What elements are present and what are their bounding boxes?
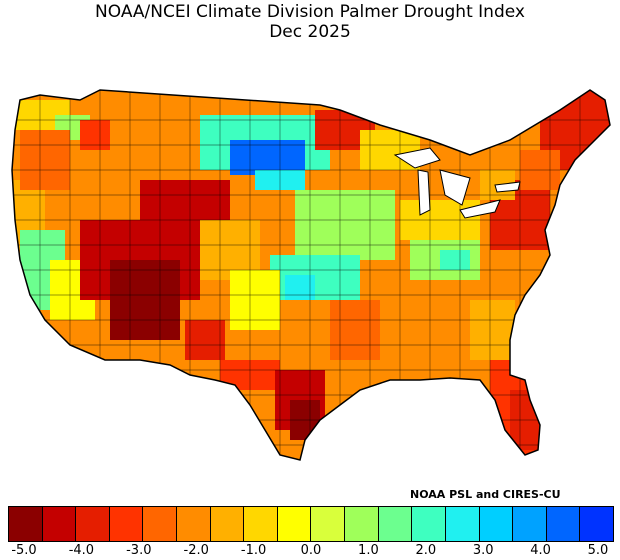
- colorbar-tick-label: -1.0: [240, 543, 267, 558]
- colorbar-swatch: [42, 507, 77, 541]
- colorbar-tick-label: 0.0: [300, 543, 322, 558]
- colorbar-swatch: [479, 507, 514, 541]
- us-climate-division-map: [11, 89, 611, 461]
- colorbar-swatch: [412, 507, 446, 541]
- colorbar-tick-label: 5.0: [587, 543, 609, 558]
- colorbar-swatch: [210, 507, 245, 541]
- colorbar-tick-label: 2.0: [415, 543, 437, 558]
- colorbar-swatch: [513, 507, 547, 541]
- colorbar-swatch: [546, 507, 581, 541]
- colorbar-tick-label: -3.0: [126, 543, 152, 558]
- colorbar-swatch: [177, 507, 211, 541]
- colorbar: [8, 506, 614, 542]
- colorbar-swatch: [378, 507, 413, 541]
- colorbar-tick-label: -2.0: [183, 543, 209, 558]
- colorbar-swatch: [76, 507, 110, 541]
- colorbar-swatch: [277, 507, 312, 541]
- colorbar-swatch: [345, 507, 379, 541]
- colorbar-swatch: [580, 507, 613, 541]
- colorbar-tick-label: 3.0: [472, 543, 494, 558]
- colorbar-tick-label: 4.0: [530, 543, 551, 558]
- colorbar-swatch: [311, 507, 346, 541]
- colorbar-swatch: [109, 507, 144, 541]
- map-title: NOAA/NCEI Climate Division Palmer Drough…: [95, 2, 525, 22]
- data-credit: NOAA PSL and CIRES-CU: [410, 488, 561, 501]
- colorbar-swatch: [445, 507, 480, 541]
- colorbar-tick-label: -4.0: [68, 543, 95, 558]
- colorbar-tick-label: 1.0: [358, 543, 379, 558]
- map-date: Dec 2025: [269, 22, 351, 42]
- colorbar-swatch: [143, 507, 178, 541]
- colorbar-swatch: [244, 507, 278, 541]
- colorbar-swatch: [9, 507, 43, 541]
- colorbar-tick-label: -5.0: [11, 543, 37, 558]
